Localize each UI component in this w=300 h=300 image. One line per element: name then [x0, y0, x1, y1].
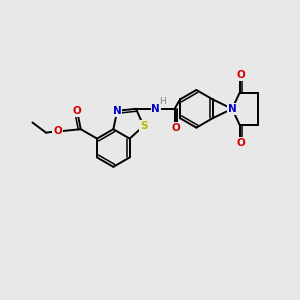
Text: O: O: [171, 123, 180, 133]
Text: O: O: [73, 106, 82, 116]
Text: O: O: [53, 126, 62, 136]
Text: N: N: [113, 106, 122, 116]
Text: O: O: [236, 138, 245, 148]
Text: H: H: [159, 98, 166, 106]
Text: N: N: [228, 104, 236, 114]
Text: S: S: [140, 121, 147, 131]
Text: N: N: [152, 104, 160, 114]
Text: O: O: [236, 70, 245, 80]
